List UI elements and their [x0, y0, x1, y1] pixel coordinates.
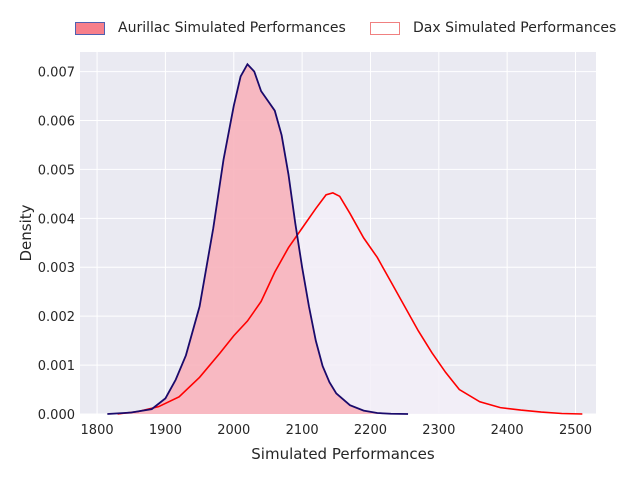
legend-swatch-aurillac	[75, 21, 105, 35]
x-tick-label: 2400	[491, 423, 524, 438]
y-tick-label: 0.004	[38, 212, 75, 227]
dax-line	[117, 192, 583, 415]
y-tick-label: 0.000	[38, 408, 75, 423]
x-tick-label: 2300	[422, 423, 455, 438]
y-axis-label: Density	[17, 204, 35, 261]
x-axis-label: Simulated Performances	[251, 445, 435, 463]
x-tick-label: 2000	[217, 423, 250, 438]
y-tick-label: 0.006	[38, 114, 75, 129]
aurillac-area	[107, 64, 409, 414]
x-tick-label: 2500	[559, 423, 592, 438]
y-tick-label: 0.005	[38, 163, 75, 178]
x-tick-label: 2100	[286, 423, 319, 438]
legend-label-aurillac: Aurillac Simulated Performances	[118, 20, 346, 36]
legend-label-dax: Dax Simulated Performances	[413, 20, 617, 36]
legend: Aurillac Simulated Performances Dax Simu…	[0, 20, 640, 42]
x-tick-label: 1900	[149, 423, 182, 438]
x-tick-label: 2200	[354, 423, 387, 438]
y-tick-label: 0.007	[38, 66, 75, 81]
y-tick-label: 0.002	[38, 310, 75, 325]
legend-item-aurillac[interactable]: Aurillac Simulated Performances	[75, 20, 346, 36]
y-tick-label: 0.003	[38, 261, 75, 276]
legend-item-dax[interactable]: Dax Simulated Performances	[370, 20, 616, 36]
aurillac-line	[107, 62, 409, 415]
legend-swatch-dax	[370, 21, 400, 35]
x-tick-label: 1800	[81, 423, 114, 438]
y-tick-label: 0.001	[38, 359, 75, 374]
